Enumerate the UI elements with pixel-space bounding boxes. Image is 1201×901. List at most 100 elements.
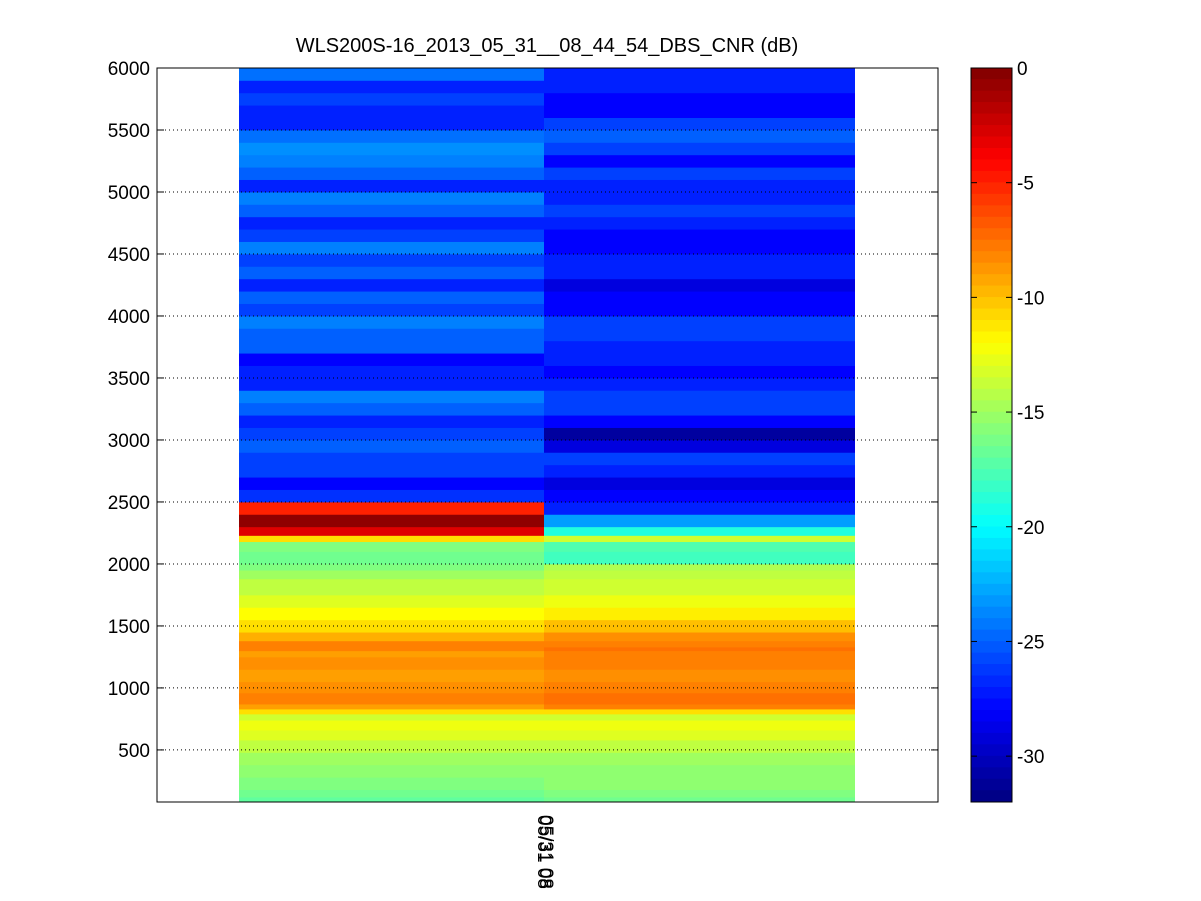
y-tick-label: 3000 [108, 431, 150, 452]
heatmap-cell [544, 166, 855, 180]
colorbar-tick-label: -25 [1017, 632, 1044, 653]
colorbar-swatch [971, 709, 1012, 723]
heatmap-cell [544, 365, 855, 379]
heatmap-cell [544, 551, 855, 565]
colorbar-swatch [971, 182, 1012, 195]
heatmap-cell [544, 389, 855, 404]
heatmap-cell [239, 501, 545, 515]
heatmap-cell [239, 703, 545, 710]
heatmap-cell [239, 327, 545, 342]
colorbar-tick-label: -15 [1017, 403, 1044, 424]
heatmap-cell [239, 489, 545, 503]
heatmap-cell [239, 129, 545, 143]
heatmap-cell [239, 551, 545, 565]
colorbar-tick-label: 0 [1017, 59, 1028, 80]
heatmap-cell [239, 692, 545, 705]
colorbar-swatch [971, 297, 1012, 310]
colorbar-swatch [971, 641, 1012, 654]
heatmap-cell [239, 377, 545, 391]
heatmap-cell [544, 776, 855, 791]
heatmap-cell [544, 729, 855, 741]
heatmap-cell [544, 703, 855, 710]
heatmap-cell [239, 92, 545, 106]
colorbar-swatch [971, 618, 1012, 631]
colorbar-swatch [971, 629, 1012, 642]
heatmap-cell [239, 656, 545, 670]
heatmap-cell [544, 290, 855, 304]
heatmap-cell [239, 303, 545, 317]
heatmap-cell [239, 278, 545, 292]
heatmap-cell [544, 708, 855, 715]
colorbar-swatch [971, 320, 1012, 333]
heatmap-cell [544, 646, 855, 652]
heatmap-cell [239, 789, 545, 798]
heatmap-cell [239, 315, 545, 329]
heatmap-cell [544, 619, 855, 633]
colorbar-swatch [971, 365, 1012, 378]
heatmap-cell [239, 389, 545, 404]
y-tick-label: 500 [118, 741, 150, 762]
heatmap-cell [239, 340, 545, 354]
colorbar-swatch [971, 503, 1012, 516]
heatmap-cell [239, 563, 545, 571]
heatmap-cell [239, 451, 545, 466]
heatmap-cell [544, 327, 855, 342]
colorbar-swatch [971, 675, 1012, 688]
y-tick-label: 5500 [108, 121, 150, 142]
colorbar-swatch [971, 308, 1012, 321]
heatmap-cell [239, 203, 545, 218]
colorbar-swatch [971, 90, 1012, 103]
x-tick-label: 05/31 08 [535, 815, 556, 889]
colorbar-swatch [971, 354, 1012, 367]
y-tick-label: 3500 [108, 369, 150, 390]
colorbar-swatch [971, 526, 1012, 539]
heatmap-cell [239, 719, 545, 731]
colorbar-swatch [971, 549, 1012, 562]
heatmap-cell [239, 191, 545, 205]
colorbar-swatch [971, 205, 1012, 218]
heatmap-cell [544, 216, 855, 230]
heatmap-cell [239, 541, 545, 552]
heatmap-cell [544, 451, 855, 466]
heatmap-cell [239, 796, 545, 803]
heatmap-cell [544, 692, 855, 705]
heatmap-cell [544, 179, 855, 193]
heatmap-cell [544, 352, 855, 366]
heatmap-cell [544, 606, 855, 621]
colorbar-swatch [971, 457, 1012, 470]
heatmap-cell [544, 789, 855, 798]
heatmap-cell [239, 578, 545, 596]
colorbar-swatch [971, 755, 1012, 768]
heatmap-cell [239, 352, 545, 366]
heatmap-cell [544, 541, 855, 552]
heatmap-cell [544, 265, 855, 280]
chart-title: WLS200S-16_2013_05_31__08_44_54_DBS_CNR … [296, 35, 799, 57]
heatmap-cell [544, 278, 855, 292]
heatmap-cell [239, 668, 545, 683]
heatmap-cell [544, 569, 855, 580]
heatmap-cell [239, 650, 545, 658]
heatmap-cell [544, 79, 855, 94]
heatmap-cell [544, 668, 855, 683]
colorbar-swatch [971, 342, 1012, 356]
colorbar-swatch [971, 102, 1012, 115]
heatmap-cell [239, 67, 545, 81]
colorbar-swatch [971, 423, 1012, 436]
colorbar-swatch [971, 767, 1012, 780]
axes: 500 1000 1500 2000 2500 3000 3500 4000 4500 5000 5… [108, 59, 939, 889]
heatmap-cell [239, 141, 545, 156]
heatmap-cell [239, 439, 545, 453]
colorbar-swatch [971, 583, 1012, 596]
heatmap-cell [544, 92, 855, 106]
heatmap-cell [239, 739, 545, 753]
heatmap-cell [544, 414, 855, 428]
heatmap-cell [544, 513, 855, 528]
y-tick-label: 5000 [108, 183, 150, 204]
heatmap-cell [239, 594, 545, 608]
colorbar-tick-label: -30 [1017, 747, 1044, 768]
heatmap-cell [239, 265, 545, 280]
colorbar-tick-label: -20 [1017, 518, 1044, 539]
heatmap-cell [239, 104, 545, 118]
colorbar-swatch [971, 732, 1012, 745]
y-tick-label: 1500 [108, 617, 150, 638]
